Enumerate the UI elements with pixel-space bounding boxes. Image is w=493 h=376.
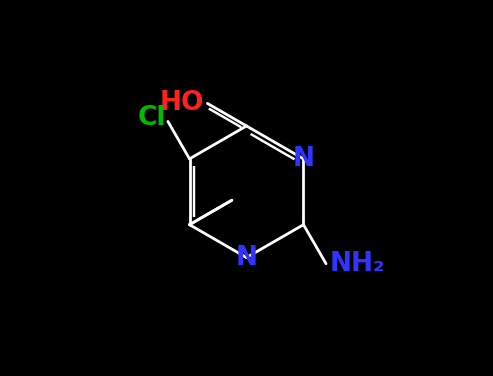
Text: HO: HO <box>159 90 204 117</box>
Text: NH₂: NH₂ <box>330 251 386 277</box>
Text: N: N <box>236 244 257 271</box>
Text: N: N <box>292 146 315 172</box>
Text: Cl: Cl <box>138 105 166 130</box>
